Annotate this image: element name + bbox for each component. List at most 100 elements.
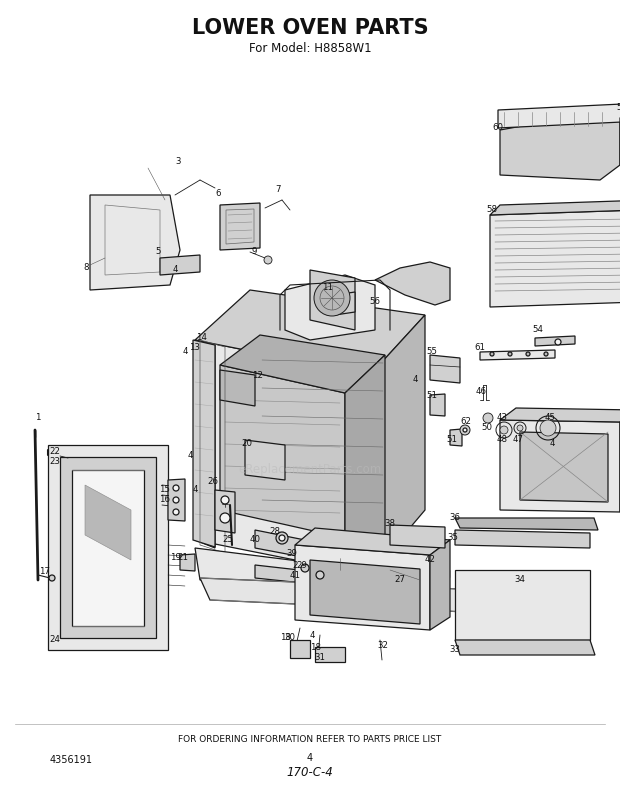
Circle shape [526, 352, 530, 356]
Text: 30: 30 [285, 633, 296, 642]
Text: 3: 3 [175, 158, 181, 166]
Text: 43: 43 [497, 414, 508, 422]
Polygon shape [255, 565, 370, 590]
Text: 11: 11 [322, 283, 334, 291]
Polygon shape [455, 570, 590, 640]
Polygon shape [168, 479, 185, 521]
Polygon shape [430, 394, 445, 416]
Polygon shape [335, 292, 355, 315]
Text: 4: 4 [549, 440, 555, 448]
Circle shape [316, 571, 324, 579]
Text: 28: 28 [270, 528, 280, 536]
Circle shape [490, 352, 494, 356]
Text: 36: 36 [450, 513, 461, 523]
Text: 4: 4 [172, 265, 178, 275]
Polygon shape [455, 640, 595, 655]
Text: 55: 55 [427, 348, 438, 356]
Text: 27: 27 [394, 575, 405, 585]
Polygon shape [390, 525, 445, 548]
Polygon shape [490, 210, 620, 307]
Circle shape [555, 339, 561, 345]
Circle shape [276, 532, 288, 544]
Polygon shape [220, 370, 255, 406]
Text: 41: 41 [290, 571, 301, 579]
Polygon shape [498, 104, 620, 128]
Polygon shape [450, 429, 462, 446]
Text: 51: 51 [427, 390, 438, 400]
Polygon shape [193, 340, 215, 547]
Text: 4: 4 [307, 753, 313, 763]
Polygon shape [255, 530, 345, 565]
Text: 56: 56 [370, 298, 381, 306]
Polygon shape [310, 270, 355, 330]
Circle shape [173, 485, 179, 491]
Text: 59: 59 [616, 104, 620, 112]
Text: 4356191: 4356191 [50, 755, 93, 765]
Text: 21: 21 [177, 553, 188, 563]
Circle shape [301, 564, 309, 572]
Text: 17: 17 [40, 568, 50, 576]
Text: 25: 25 [223, 535, 234, 545]
Text: 32: 32 [378, 641, 389, 649]
Text: 39: 39 [286, 550, 298, 558]
Text: 4: 4 [192, 485, 198, 495]
Text: 19: 19 [169, 553, 180, 563]
Polygon shape [85, 485, 131, 560]
Text: 61: 61 [474, 344, 485, 352]
Polygon shape [215, 490, 235, 533]
Polygon shape [295, 545, 430, 630]
Polygon shape [200, 578, 530, 615]
Polygon shape [220, 335, 385, 393]
Polygon shape [48, 445, 168, 650]
Polygon shape [195, 290, 425, 375]
Text: 20: 20 [242, 440, 252, 448]
Text: 18: 18 [280, 633, 291, 642]
Circle shape [221, 496, 229, 504]
Polygon shape [370, 570, 430, 598]
Text: 16: 16 [159, 495, 170, 505]
Circle shape [264, 256, 272, 264]
Text: 4: 4 [182, 348, 188, 356]
Polygon shape [310, 560, 420, 624]
Text: 50: 50 [482, 423, 492, 433]
Text: 8: 8 [83, 264, 89, 272]
Polygon shape [500, 420, 620, 512]
Polygon shape [500, 408, 620, 422]
Polygon shape [220, 365, 345, 538]
Circle shape [314, 280, 350, 316]
Text: 31: 31 [314, 653, 326, 663]
Text: 62: 62 [461, 418, 471, 426]
Text: 29: 29 [296, 561, 308, 571]
Text: 46: 46 [476, 388, 487, 396]
Polygon shape [160, 255, 200, 275]
Circle shape [540, 420, 556, 436]
Polygon shape [480, 350, 555, 360]
Text: LOWER OVEN PARTS: LOWER OVEN PARTS [192, 18, 428, 38]
Circle shape [460, 425, 470, 435]
Polygon shape [455, 518, 598, 530]
Polygon shape [195, 548, 430, 595]
Circle shape [173, 509, 179, 515]
Circle shape [544, 352, 548, 356]
Text: 58: 58 [487, 206, 497, 214]
Polygon shape [455, 530, 590, 548]
Polygon shape [195, 340, 370, 575]
Polygon shape [535, 336, 575, 346]
Text: 18: 18 [311, 644, 322, 652]
Text: 23: 23 [50, 458, 61, 466]
Text: 1: 1 [35, 414, 41, 422]
Circle shape [500, 426, 508, 434]
Polygon shape [375, 262, 450, 305]
Circle shape [463, 428, 467, 432]
Text: 42: 42 [425, 556, 435, 564]
Polygon shape [72, 470, 144, 626]
Polygon shape [345, 355, 385, 538]
Polygon shape [315, 647, 345, 662]
Text: 48: 48 [497, 436, 508, 444]
Text: FOR ORDERING INFORMATION REFER TO PARTS PRICE LIST: FOR ORDERING INFORMATION REFER TO PARTS … [179, 736, 441, 744]
Polygon shape [290, 640, 310, 658]
Polygon shape [500, 112, 620, 180]
Text: 22: 22 [50, 447, 61, 457]
Text: 6: 6 [215, 189, 221, 199]
Text: 4: 4 [412, 375, 418, 385]
